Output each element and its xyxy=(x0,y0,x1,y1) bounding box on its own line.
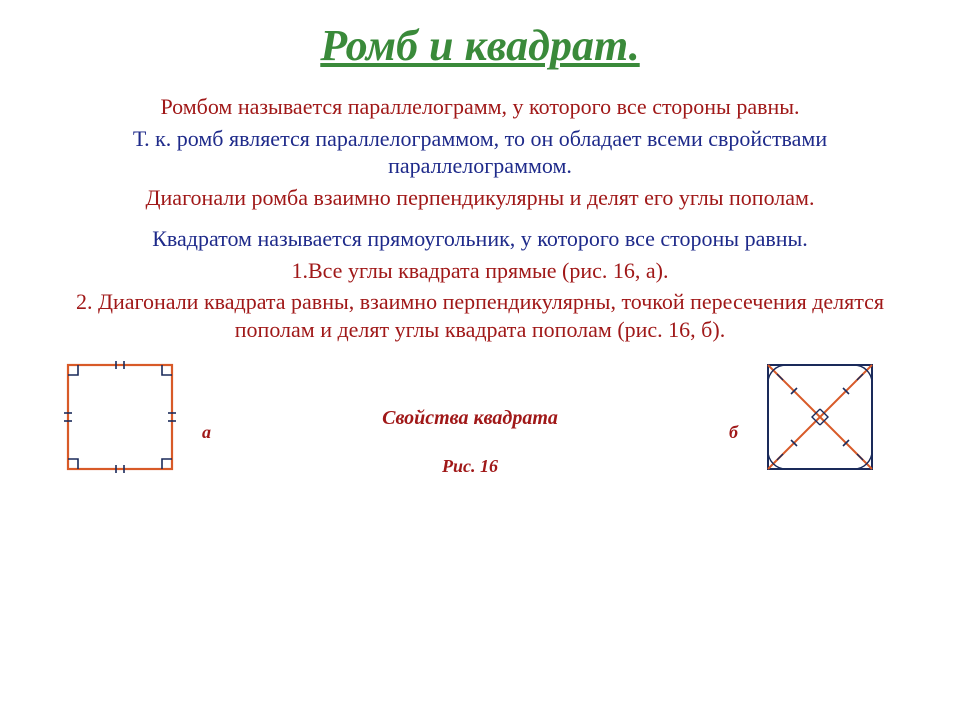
figures-row: а Свойства квадрата Рис. 16 б xyxy=(40,357,920,477)
center-captions: Свойства квадрата Рис. 16 xyxy=(211,397,729,477)
figure-b-group: б xyxy=(729,357,880,477)
definition-rhombus: Ромбом называется параллелограмм, у кото… xyxy=(40,93,920,121)
definition-square: Квадратом называется прямоугольник, у ко… xyxy=(40,225,920,253)
rhombus-diagonals-prop: Диагонали ромба взаимно перпендикулярны … xyxy=(40,184,920,212)
figure-number-label: Рис. 16 xyxy=(442,456,498,477)
page-title: Ромб и квадрат. xyxy=(40,20,920,71)
sub-label-b: б xyxy=(729,422,738,443)
square-prop-2: 2. Диагонали квадрата равны, взаимно пер… xyxy=(40,288,920,343)
square-b-icon xyxy=(760,357,880,477)
square-prop-1: 1.Все углы квадрата прямые (рис. 16, а). xyxy=(40,257,920,285)
slide: Ромб и квадрат. Ромбом называется паралл… xyxy=(0,0,960,720)
properties-caption: Свойства квадрата xyxy=(382,407,558,430)
square-a-icon xyxy=(60,357,180,477)
figure-a-group: а xyxy=(60,357,211,477)
rhombus-parallelogram-prop: Т. к. ромб является параллелограммом, то… xyxy=(40,125,920,180)
sub-label-a: а xyxy=(202,422,211,443)
